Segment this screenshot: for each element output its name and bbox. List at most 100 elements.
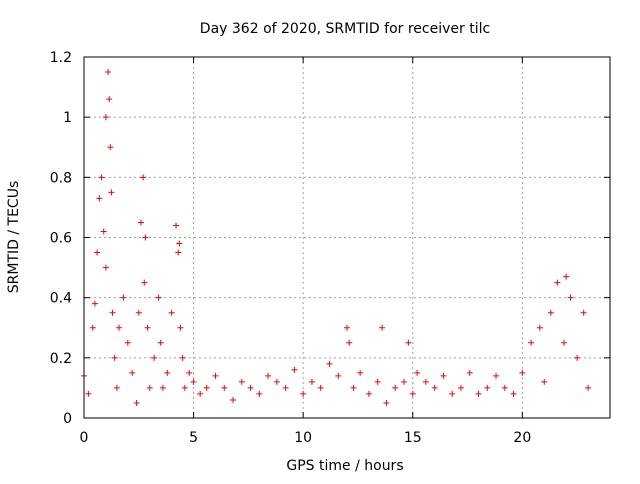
y-tick-label: 0.4 bbox=[50, 291, 72, 307]
data-point bbox=[563, 273, 570, 280]
data-point bbox=[440, 372, 447, 379]
data-point bbox=[383, 399, 390, 406]
data-point bbox=[547, 309, 554, 316]
data-point bbox=[175, 249, 182, 256]
data-point bbox=[106, 96, 113, 103]
data-point bbox=[519, 369, 526, 376]
data-point bbox=[308, 378, 315, 385]
y-axis-label: SRMTID / TECUs bbox=[6, 181, 22, 294]
data-point bbox=[212, 372, 219, 379]
data-point bbox=[91, 300, 98, 307]
data-point bbox=[256, 390, 263, 397]
data-point bbox=[536, 324, 543, 331]
data-point bbox=[124, 339, 131, 346]
data-point bbox=[230, 396, 237, 403]
data-point bbox=[374, 378, 381, 385]
data-point bbox=[111, 354, 118, 361]
data-point bbox=[247, 384, 254, 391]
plot-frame bbox=[83, 56, 611, 419]
y-tick-label: 0 bbox=[63, 411, 72, 427]
data-point bbox=[197, 390, 204, 397]
y-tick-label: 1.2 bbox=[50, 50, 72, 66]
data-point bbox=[379, 324, 386, 331]
data-point bbox=[116, 324, 123, 331]
data-point bbox=[173, 222, 180, 229]
data-point bbox=[574, 354, 581, 361]
data-points bbox=[81, 69, 592, 406]
data-point bbox=[164, 369, 171, 376]
data-point bbox=[186, 369, 193, 376]
x-tick-label: 0 bbox=[80, 430, 89, 446]
data-point bbox=[177, 324, 184, 331]
data-point bbox=[89, 324, 96, 331]
data-point bbox=[265, 372, 272, 379]
data-point bbox=[159, 384, 166, 391]
x-axis-label: GPS time / hours bbox=[286, 458, 403, 474]
data-point bbox=[346, 339, 353, 346]
data-point bbox=[493, 372, 500, 379]
data-point bbox=[108, 189, 115, 196]
data-point bbox=[133, 399, 140, 406]
data-point bbox=[146, 384, 153, 391]
data-point bbox=[102, 114, 109, 121]
grid-lines bbox=[84, 57, 610, 418]
x-tick-label: 5 bbox=[189, 430, 198, 446]
data-point bbox=[484, 384, 491, 391]
y-tick-label: 0.2 bbox=[50, 351, 72, 367]
data-point bbox=[392, 384, 399, 391]
data-point bbox=[137, 219, 144, 226]
data-point bbox=[414, 369, 421, 376]
data-point bbox=[85, 390, 92, 397]
data-point bbox=[567, 294, 574, 301]
x-tick-label: 15 bbox=[404, 430, 422, 446]
data-point bbox=[431, 384, 438, 391]
axis-ticks: 0 0.2 0.4 0.6 0.8 1 1.2 0 5 10 15 20 bbox=[50, 50, 610, 446]
data-point bbox=[357, 369, 364, 376]
data-point bbox=[105, 69, 112, 76]
data-point bbox=[554, 279, 561, 286]
data-point bbox=[113, 384, 120, 391]
data-point bbox=[120, 294, 127, 301]
data-point bbox=[109, 309, 116, 316]
data-point bbox=[405, 339, 412, 346]
data-point bbox=[466, 369, 473, 376]
data-point bbox=[580, 309, 587, 316]
data-point bbox=[102, 264, 109, 271]
data-point bbox=[94, 249, 101, 256]
y-tick-label: 0.8 bbox=[50, 170, 72, 186]
data-point bbox=[350, 384, 357, 391]
data-point bbox=[422, 378, 429, 385]
data-point bbox=[475, 390, 482, 397]
data-point bbox=[190, 378, 197, 385]
data-point bbox=[98, 174, 105, 181]
data-point bbox=[365, 390, 372, 397]
data-point bbox=[157, 339, 164, 346]
data-point bbox=[168, 309, 175, 316]
data-point bbox=[335, 372, 342, 379]
data-point bbox=[326, 360, 333, 367]
data-point bbox=[135, 309, 142, 316]
data-point bbox=[541, 378, 548, 385]
x-tick-label: 10 bbox=[294, 430, 312, 446]
data-point bbox=[144, 324, 151, 331]
data-point bbox=[560, 339, 567, 346]
data-point bbox=[409, 390, 416, 397]
data-point bbox=[501, 384, 508, 391]
data-point bbox=[449, 390, 456, 397]
y-tick-label: 0.6 bbox=[50, 231, 72, 247]
data-point bbox=[300, 390, 307, 397]
data-point bbox=[203, 384, 210, 391]
data-point bbox=[585, 384, 592, 391]
data-point bbox=[510, 390, 517, 397]
data-point bbox=[282, 384, 289, 391]
data-point bbox=[344, 324, 350, 331]
data-point bbox=[181, 384, 188, 391]
data-point bbox=[151, 354, 158, 361]
data-point bbox=[238, 378, 245, 385]
data-point bbox=[155, 294, 162, 301]
data-point bbox=[140, 174, 147, 181]
chart-title: Day 362 of 2020, SRMTID for receiver til… bbox=[200, 21, 490, 37]
data-point bbox=[179, 354, 186, 361]
